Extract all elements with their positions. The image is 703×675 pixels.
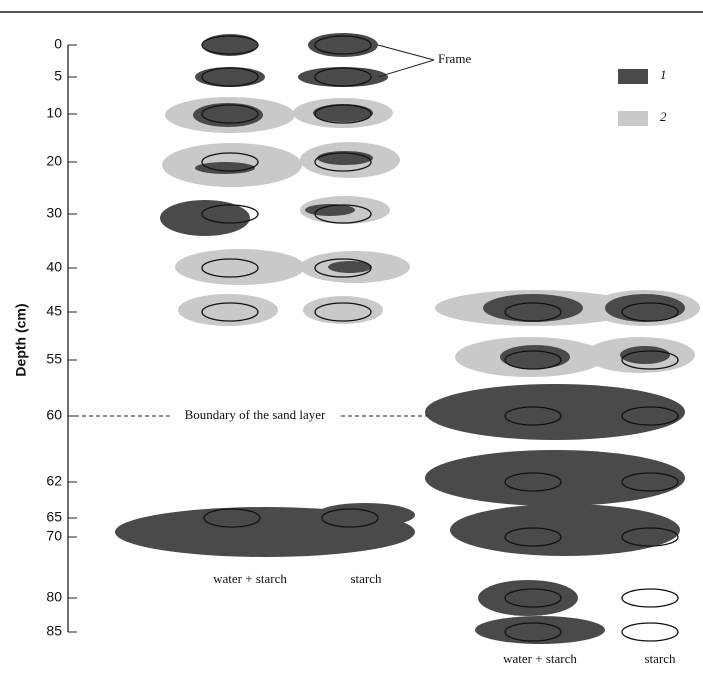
axis-title: Depth (cm) (13, 303, 29, 376)
tick-label: 5 (54, 68, 62, 84)
tick-label: 60 (46, 407, 62, 423)
boundary-label: Boundary of the sand layer (185, 407, 326, 422)
column-label: water + starch (503, 651, 577, 666)
stain (425, 450, 685, 506)
stain (195, 162, 255, 174)
tick-label: 85 (46, 623, 62, 639)
stain (195, 67, 265, 87)
stain (483, 294, 583, 322)
column-label: water + starch (213, 571, 287, 586)
stain (298, 67, 388, 87)
legend-swatch (618, 111, 648, 126)
frame-label: Frame (438, 51, 471, 66)
stain (175, 249, 305, 285)
stain (475, 616, 605, 644)
column-label: starch (644, 651, 676, 666)
tick-label: 30 (46, 205, 62, 221)
legend-swatch (618, 69, 648, 84)
stain (425, 384, 685, 440)
tick-label: 40 (46, 259, 62, 275)
stain-areas (115, 33, 700, 644)
tick-label: 65 (46, 509, 62, 525)
stain (202, 34, 258, 56)
figure: 0 5 10 20 30 40 45 55 60 62 65 70 80 85 Depth (cm) Bo… (0, 0, 703, 675)
frame (622, 589, 678, 607)
column-label: starch (350, 571, 382, 586)
tick-label: 0 (54, 36, 62, 52)
tick-label: 55 (46, 351, 62, 367)
tick-label: 45 (46, 303, 62, 319)
stain (478, 580, 578, 616)
stain (450, 504, 680, 556)
legend-label: 1 (660, 67, 667, 82)
frame-pointer (378, 60, 434, 77)
tick-label: 20 (46, 153, 62, 169)
tick-label: 80 (46, 589, 62, 605)
tick-label: 70 (46, 528, 62, 544)
tick-label: 62 (46, 473, 62, 489)
legend-label: 2 (660, 109, 667, 124)
stain (315, 503, 415, 527)
y-ticks: 0 5 10 20 30 40 45 55 60 62 65 70 80 85 (46, 36, 77, 639)
frame (622, 623, 678, 641)
tick-label: 10 (46, 105, 62, 121)
frame-pointer (378, 45, 434, 60)
